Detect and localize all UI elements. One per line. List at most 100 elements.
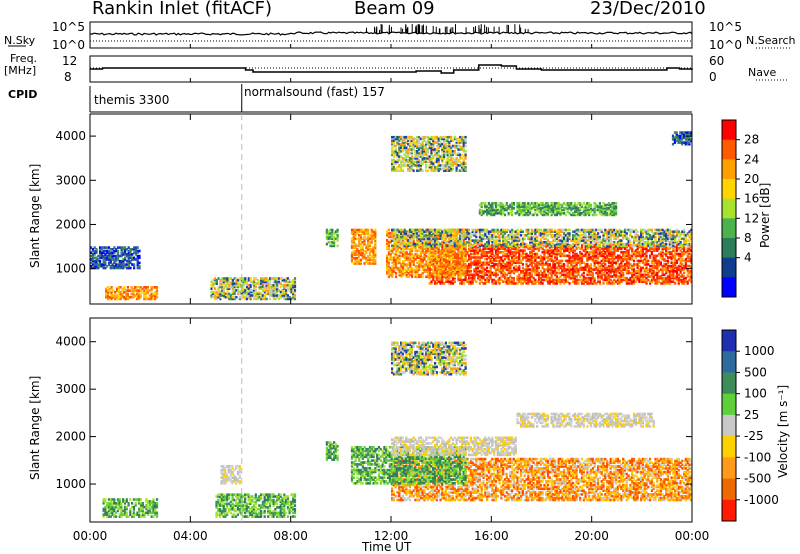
data-cell <box>432 244 435 248</box>
data-cell <box>650 237 653 241</box>
data-cell <box>443 251 446 254</box>
data-cell <box>359 242 362 246</box>
data-cell <box>665 266 668 270</box>
data-cell <box>625 254 628 258</box>
data-cell <box>117 294 120 297</box>
data-cell <box>471 256 474 259</box>
data-cell <box>435 276 438 280</box>
data-cell <box>595 251 598 254</box>
data-cell <box>564 278 567 282</box>
data-cell <box>631 264 634 268</box>
data-cell <box>418 230 421 233</box>
data-cell <box>437 232 440 235</box>
data-cell <box>254 282 257 285</box>
data-cell <box>414 252 417 256</box>
data-cell <box>459 232 462 235</box>
data-cell <box>460 266 464 270</box>
data-cell <box>505 273 508 277</box>
data-cell <box>95 259 98 263</box>
data-cell <box>607 266 610 270</box>
data-cell <box>666 275 670 278</box>
data-cell <box>226 285 229 289</box>
data-cell <box>109 251 112 254</box>
data-cell <box>666 230 670 233</box>
data-cell <box>359 249 362 253</box>
data-cell <box>598 261 601 264</box>
data-cell <box>511 237 514 241</box>
data-cell <box>679 275 682 278</box>
data-cell <box>566 275 569 278</box>
data-cell <box>659 228 662 232</box>
data-cell <box>143 295 146 299</box>
data-cell <box>557 252 560 256</box>
data-cell <box>505 264 508 268</box>
data-cell <box>654 249 657 252</box>
data-cell <box>215 295 218 299</box>
data-cell <box>356 232 359 235</box>
data-cell <box>475 263 478 266</box>
data-cell <box>511 232 514 235</box>
data-cell <box>598 241 601 244</box>
data-cell <box>602 247 605 251</box>
data-cell <box>588 282 591 285</box>
data-cell <box>389 232 392 235</box>
data-cell <box>593 239 596 242</box>
data-cell <box>609 271 612 275</box>
data-cell <box>623 230 627 233</box>
data-cell <box>457 242 460 246</box>
data-cell <box>521 257 524 261</box>
data-cell <box>532 261 535 264</box>
data-cell <box>595 245 598 249</box>
data-cell <box>641 275 644 278</box>
data-cell <box>561 235 564 239</box>
data-cell <box>121 295 124 299</box>
data-cell <box>235 282 238 285</box>
data-cell <box>114 294 117 297</box>
data-cell <box>548 254 551 258</box>
data-cell <box>129 249 132 253</box>
data-cell <box>480 256 483 259</box>
data-cell <box>210 294 213 297</box>
data-cell <box>120 248 123 251</box>
data-cell <box>469 256 472 259</box>
data-cell <box>111 253 114 256</box>
data-cell <box>520 259 523 263</box>
data-cell <box>588 252 591 256</box>
data-cell <box>679 241 682 244</box>
data-cell <box>554 247 557 251</box>
data-cell <box>414 270 417 273</box>
data-cell <box>570 263 573 266</box>
data-cell <box>350 256 354 260</box>
data-cell <box>489 251 492 254</box>
data-cell <box>396 254 399 258</box>
data-cell <box>478 282 481 285</box>
data-cell <box>434 246 437 249</box>
data-cell <box>97 259 100 263</box>
data-cell <box>419 252 423 256</box>
data-cell <box>604 252 607 256</box>
data-cell <box>573 280 576 283</box>
data-cell <box>593 261 596 264</box>
data-cell <box>113 251 116 254</box>
data-cell <box>460 241 464 244</box>
data-cell <box>668 244 671 248</box>
data-cell <box>120 249 123 253</box>
data-cell <box>427 268 430 272</box>
data-cell <box>224 292 227 296</box>
data-cell <box>541 242 544 246</box>
data-cell <box>634 275 637 278</box>
data-cell <box>640 275 643 278</box>
data-cell <box>677 266 680 270</box>
data-cell <box>136 249 139 253</box>
data-cell <box>536 254 539 258</box>
data-cell <box>407 258 410 261</box>
data-cell <box>598 275 601 278</box>
data-cell <box>625 237 628 241</box>
data-cell <box>418 249 421 253</box>
data-cell <box>511 257 514 261</box>
data-cell <box>577 259 580 263</box>
data-cell <box>611 259 614 263</box>
data-cell <box>427 258 430 261</box>
data-cell <box>409 258 412 261</box>
data-cell <box>672 256 675 259</box>
